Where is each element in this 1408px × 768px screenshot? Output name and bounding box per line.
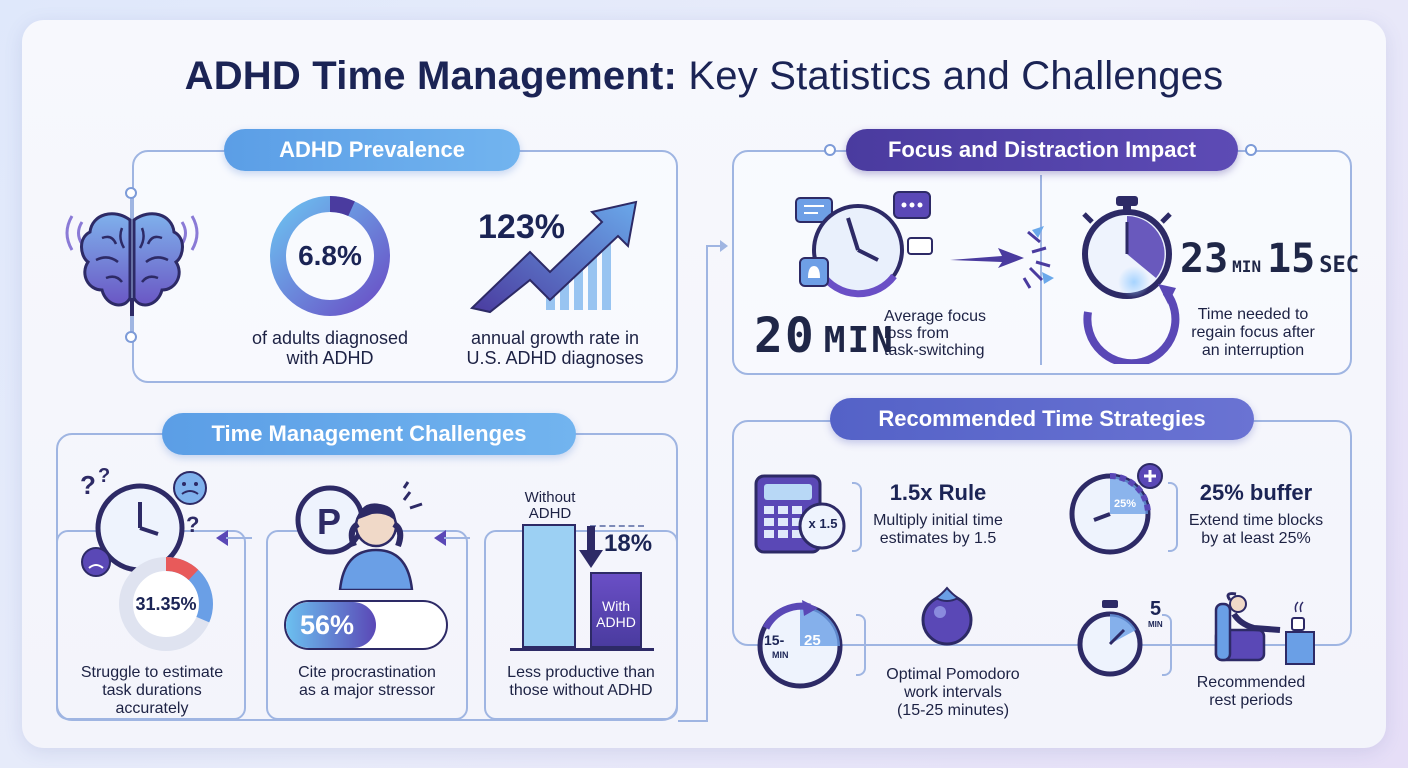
without-adhd-bar xyxy=(522,524,576,648)
confused-clock-icon: ? ? ? xyxy=(80,468,207,577)
estimate-value: 31.35% xyxy=(135,594,197,614)
focus-loss-value: 20 MIN xyxy=(754,308,895,364)
pomodoro-timer-icon xyxy=(757,600,843,689)
stopwatch-icon xyxy=(1082,196,1180,364)
productivity-label: Less productive than those without ADHD xyxy=(507,664,655,699)
prevalence-label: of adults diagnosed with ADHD xyxy=(251,328,409,368)
tomato-timer-icon xyxy=(921,586,973,646)
rest-stopwatch-icon xyxy=(1077,600,1143,677)
connector-dot xyxy=(1245,144,1257,156)
title-bold: ADHD Time Management: xyxy=(184,54,678,98)
connector-dot xyxy=(824,144,836,156)
procrastination-bar xyxy=(284,600,448,650)
svg-text:?: ? xyxy=(186,512,199,537)
rest-bracket xyxy=(1162,614,1172,676)
connector-dot xyxy=(125,331,137,343)
productivity-diff: 18% xyxy=(604,530,653,557)
buffer-bracket xyxy=(1168,482,1178,552)
prevalence-heading: ADHD Prevalence xyxy=(224,129,520,171)
estimate-donut xyxy=(119,557,213,651)
regain-label: Time needed to regain focus after an inter… xyxy=(1191,306,1315,359)
productivity-baseline xyxy=(510,648,654,651)
strategies-heading: Recommended Time Strategies xyxy=(830,398,1254,440)
prevalence-donut xyxy=(270,196,390,316)
rule-badge: x 1.5 xyxy=(808,516,838,531)
pomodoro-timer-unit: MIN xyxy=(772,650,789,660)
flow-arrow-icon xyxy=(706,240,728,252)
distracted-clock-icon xyxy=(795,191,933,298)
calculator-icon xyxy=(754,474,846,554)
rest-unit: MIN xyxy=(1148,620,1163,629)
buffer-badge: 25% xyxy=(1113,498,1137,510)
productivity-card xyxy=(484,530,678,720)
stressed-person-icon: P xyxy=(295,481,423,590)
down-arrow-icon xyxy=(579,526,603,568)
with-adhd-label: With ADHD xyxy=(596,598,636,630)
prevalence-value: 6.8% xyxy=(298,240,362,271)
svg-text:P: P xyxy=(317,501,341,542)
flow-connector xyxy=(678,720,708,722)
timer-plus-icon xyxy=(1069,463,1163,555)
procrastination-value: 56% xyxy=(300,610,355,640)
page-title: ADHD Time Management: Key Statistics and… xyxy=(0,54,1408,99)
svg-text:?: ? xyxy=(98,468,110,487)
flow-connector xyxy=(706,246,708,722)
distraction-arrow-icon xyxy=(950,226,1054,289)
growth-label: annual growth rate in U.S. ADHD diagnoses xyxy=(466,328,644,368)
challenge-arrow-icon xyxy=(216,530,252,546)
pomodoro-timer-b: 25 xyxy=(804,632,821,649)
focus-loss-label: Average focus loss from task-switching xyxy=(884,308,986,359)
rest-label: Recommended rest periods xyxy=(1196,674,1306,709)
with-adhd-bar xyxy=(590,572,642,648)
rule-title: 1.5x Rule xyxy=(889,480,987,505)
pomodoro-bracket xyxy=(856,614,866,676)
brain-icon xyxy=(65,212,199,316)
title-light: Key Statistics and Challenges xyxy=(688,54,1224,98)
growth-arrow-icon xyxy=(469,200,638,314)
rule-label: Multiply initial time estimates by 1.5 xyxy=(873,512,1003,547)
challenge-arrow-icon xyxy=(434,530,470,546)
focus-divider xyxy=(1040,175,1042,365)
procrastination-bar-fill xyxy=(286,602,376,648)
growth-value: 123% xyxy=(478,208,565,246)
pomodoro-timer-a: 15- xyxy=(764,632,785,648)
with-adhd-reference-line xyxy=(590,525,644,527)
without-adhd-label: Without ADHD xyxy=(524,489,576,522)
focus-heading: Focus and Distraction Impact xyxy=(846,129,1238,171)
regain-time-value: 23 MIN 15 SEC xyxy=(1180,236,1359,282)
relaxing-person-icon xyxy=(1214,592,1315,665)
buffer-title: 25% buffer xyxy=(1199,480,1313,505)
pomodoro-label: Optimal Pomodoro work intervals (15-25 min… xyxy=(886,666,1020,719)
buffer-label: Extend time blocks by at least 25% xyxy=(1188,512,1324,547)
rest-number: 5 xyxy=(1150,598,1162,620)
connector-dot xyxy=(125,187,137,199)
challenges-heading: Time Management Challenges xyxy=(162,413,576,455)
estimate-label: Struggle to estimate task durations accura… xyxy=(80,664,224,717)
svg-text:?: ? xyxy=(80,470,96,500)
rule-bracket xyxy=(852,482,862,552)
procrastination-label: Cite procrastination as a major stressor xyxy=(298,664,436,699)
